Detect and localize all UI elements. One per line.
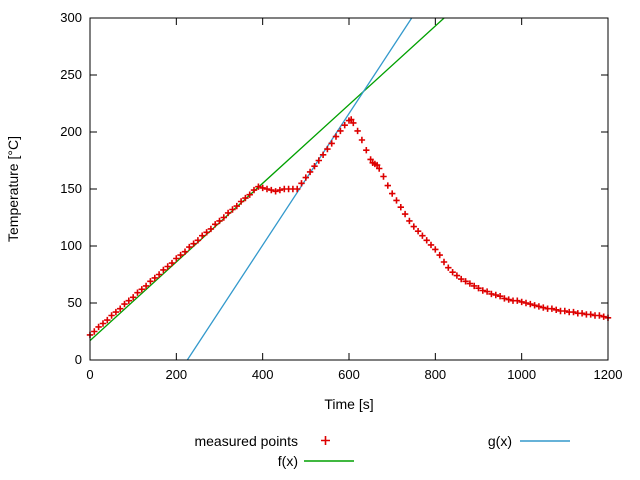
x-tick-label: 400 bbox=[252, 367, 274, 382]
x-tick-label: 1200 bbox=[594, 367, 623, 382]
fit-line bbox=[89, 17, 445, 342]
x-tick-label: 1000 bbox=[507, 367, 536, 382]
legend-label-f: f(x) bbox=[277, 453, 298, 469]
y-tick-label: 250 bbox=[60, 67, 82, 82]
legend-label-measured-points: measured points bbox=[194, 433, 298, 449]
y-axis-label: Temperature [°C] bbox=[5, 136, 21, 242]
plot-border bbox=[89, 17, 609, 361]
x-axis-label: Time [s] bbox=[324, 396, 374, 412]
legend-label-g: g(x) bbox=[487, 433, 512, 449]
legend-marker-plus-icon bbox=[321, 436, 330, 445]
y-tick-label: 0 bbox=[75, 352, 82, 367]
y-tick-label: 50 bbox=[68, 295, 82, 310]
y-tick-label: 150 bbox=[60, 181, 82, 196]
x-tick-label: 800 bbox=[424, 367, 446, 382]
y-tick-label: 200 bbox=[60, 124, 82, 139]
x-tick-label: 0 bbox=[86, 367, 93, 382]
measured-points bbox=[86, 116, 612, 339]
y-tick-label: 300 bbox=[60, 10, 82, 25]
y-tick-label: 100 bbox=[60, 238, 82, 253]
x-tick-label: 200 bbox=[165, 367, 187, 382]
legend-line-f-icon bbox=[304, 460, 354, 462]
legend-line-g-icon bbox=[520, 440, 570, 442]
x-tick-label: 600 bbox=[338, 367, 360, 382]
